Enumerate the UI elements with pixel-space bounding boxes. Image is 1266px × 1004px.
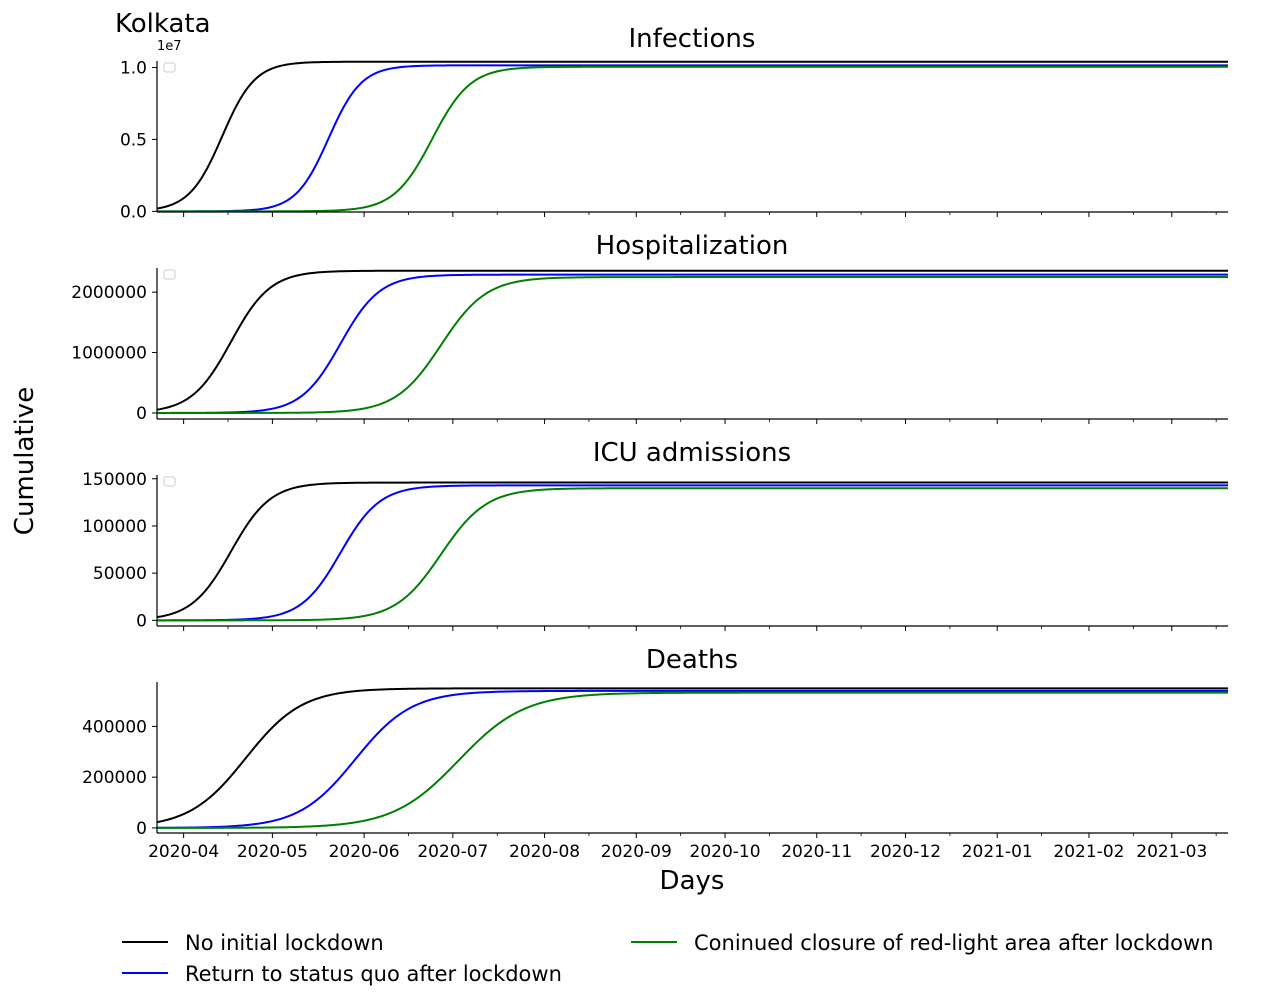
series-line-2 [157, 691, 1228, 829]
series-line-1 [157, 273, 1228, 414]
legend-label-status-quo: Return to status quo after lockdown [185, 962, 562, 986]
x-axis-label: Days [660, 866, 725, 896]
subplot-title: Deaths [646, 645, 738, 675]
x-tick-label: 2020-11 [781, 842, 852, 862]
y-offset-label: 1e7 [157, 39, 182, 54]
subplot-deaths: Deaths 0 200000 400000 2020-04 2020-05 2020-06… [82, 645, 1228, 862]
y-tick-label: 2000000 [71, 283, 147, 303]
x-tick-label: 2021-03 [1136, 842, 1207, 862]
series-line-2 [157, 276, 1228, 414]
legend: No initial lockdown Return to status quo… [122, 931, 1214, 986]
empty-legend-box [163, 62, 176, 73]
series-line-0 [156, 60, 1228, 210]
y-tick-label: 1.0 [120, 58, 147, 78]
subplot-title: ICU admissions [593, 438, 791, 468]
y-axis-label: Cumulative [10, 387, 40, 535]
x-tick-label: 2020-08 [509, 842, 580, 862]
subplots: Infections 1e7 0.0 0.5 1.0 Hospitalization 0 10… [71, 24, 1228, 862]
y-tick-label: 0 [136, 404, 147, 424]
series-line-1 [157, 64, 1228, 213]
series-line-2 [157, 65, 1228, 213]
subplot-icu-admissions: ICU admissions 0 50000 100000 150000 [82, 438, 1228, 631]
series-line-0 [156, 269, 1228, 411]
y-tick-label: 50000 [93, 564, 147, 584]
empty-legend-box [163, 476, 176, 487]
y-tick-label: 150000 [82, 470, 147, 490]
series-line-0 [156, 481, 1228, 619]
y-tick-label: 0 [136, 611, 147, 631]
city-label: Kolkata [115, 9, 211, 39]
x-tick-label: 2020-06 [329, 842, 400, 862]
x-tick-label: 2021-02 [1053, 842, 1124, 862]
subplot-hospitalization: Hospitalization 0 1000000 2000000 [71, 231, 1228, 424]
series-line-1 [156, 484, 1228, 622]
series-line-2 [157, 487, 1228, 622]
x-tick-label: 2020-10 [690, 842, 761, 862]
y-tick-label: 0.5 [120, 130, 147, 150]
y-tick-label: 200000 [82, 768, 147, 788]
x-tick-label: 2020-04 [148, 842, 219, 862]
subplot-infections: Infections 1e7 0.0 0.5 1.0 [120, 24, 1228, 222]
x-tick-label: 2020-05 [237, 842, 308, 862]
x-tick-label: 2021-01 [962, 842, 1033, 862]
y-tick-label: 0 [136, 819, 147, 839]
legend-label-no-lockdown: No initial lockdown [185, 931, 384, 955]
y-tick-label: 100000 [82, 517, 147, 537]
series-line-1 [156, 689, 1228, 829]
x-tick-label: 2020-09 [601, 842, 672, 862]
series-line-0 [156, 687, 1228, 824]
y-tick-label: 1000000 [71, 344, 147, 364]
subplot-title: Infections [629, 24, 756, 54]
y-tick-label: 400000 [82, 717, 147, 737]
x-tick-label: 2020-07 [417, 842, 488, 862]
empty-legend-box [163, 269, 176, 280]
subplot-title: Hospitalization [596, 231, 789, 261]
x-tick-label: 2020-12 [870, 842, 941, 862]
legend-label-red-light-closure: Coninued closure of red-light area after… [694, 931, 1214, 955]
y-tick-label: 0.0 [120, 202, 147, 222]
